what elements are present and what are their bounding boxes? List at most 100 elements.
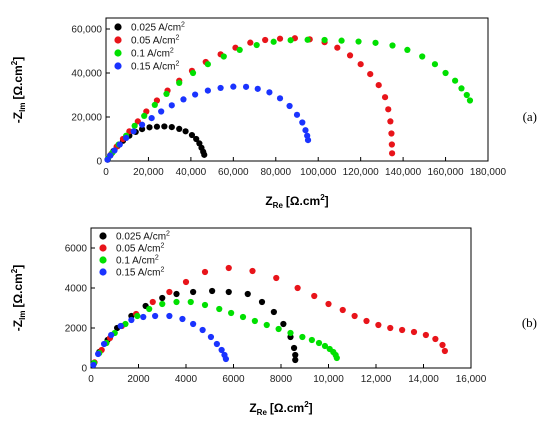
data-point bbox=[458, 85, 465, 92]
data-point bbox=[108, 331, 115, 339]
data-point bbox=[338, 37, 345, 44]
data-point bbox=[161, 123, 168, 130]
x-tick-label: 16,000 bbox=[456, 374, 487, 385]
data-point bbox=[148, 115, 155, 122]
x-tick-label: 8000 bbox=[270, 374, 293, 385]
data-point bbox=[280, 320, 287, 328]
x-tick-label: 10,000 bbox=[313, 374, 344, 385]
y-tick-label: 60,000 bbox=[71, 25, 102, 36]
data-point bbox=[192, 91, 199, 98]
data-point bbox=[204, 87, 211, 94]
data-point bbox=[180, 96, 187, 103]
data-point bbox=[220, 53, 227, 60]
data-point bbox=[163, 90, 170, 97]
data-point bbox=[153, 123, 161, 130]
data-point bbox=[158, 108, 165, 115]
data-point bbox=[388, 141, 395, 148]
data-point bbox=[399, 326, 406, 334]
data-point bbox=[187, 298, 194, 306]
data-point bbox=[166, 312, 173, 320]
data-point bbox=[339, 306, 346, 314]
data-point bbox=[367, 71, 374, 78]
legend-label: 0.15 A/cm2 bbox=[116, 267, 164, 279]
data-points-b bbox=[90, 264, 448, 369]
data-point bbox=[404, 46, 411, 54]
series-3 bbox=[104, 83, 312, 163]
data-point bbox=[287, 329, 294, 337]
data-point bbox=[131, 122, 138, 129]
data-point bbox=[466, 97, 474, 104]
data-point bbox=[247, 39, 254, 46]
data-point bbox=[123, 134, 130, 141]
data-point bbox=[116, 141, 123, 148]
data-point bbox=[372, 39, 379, 46]
data-point bbox=[311, 292, 318, 300]
y-tick-label: 4000 bbox=[65, 284, 88, 295]
data-point bbox=[130, 128, 137, 135]
x-axis-label-a: ZRe [Ω.cm2] bbox=[265, 193, 328, 210]
data-point bbox=[225, 288, 232, 296]
data-point bbox=[182, 128, 189, 135]
legend-label: 0.025 A/cm2 bbox=[131, 22, 185, 34]
data-point bbox=[262, 36, 269, 44]
data-point bbox=[228, 309, 235, 317]
data-point bbox=[213, 340, 220, 348]
data-point bbox=[199, 326, 206, 334]
data-point bbox=[149, 298, 156, 306]
data-point bbox=[141, 112, 148, 119]
y-axis-ticks-a: 0 20,000 40,000 60,000 bbox=[71, 25, 110, 168]
data-point bbox=[209, 287, 216, 295]
data-point bbox=[207, 333, 215, 341]
series-3 bbox=[90, 312, 229, 369]
data-point bbox=[302, 127, 309, 134]
data-point bbox=[452, 77, 459, 84]
x-tick-label: 120,000 bbox=[343, 167, 380, 178]
series-2 bbox=[90, 298, 340, 367]
x-tick-label: 20,000 bbox=[133, 167, 164, 178]
data-point bbox=[287, 37, 294, 44]
data-point bbox=[334, 44, 341, 51]
data-point bbox=[122, 320, 129, 328]
x-axis-label-b: ZRe [Ω.cm2] bbox=[249, 400, 312, 417]
x-tick-label: 14,000 bbox=[408, 374, 439, 385]
data-point bbox=[222, 355, 229, 363]
data-point bbox=[173, 298, 180, 306]
data-point bbox=[275, 325, 282, 333]
panel-label-a: (a) bbox=[523, 109, 537, 124]
data-point bbox=[216, 305, 223, 313]
data-point bbox=[266, 89, 273, 96]
data-point bbox=[253, 41, 260, 49]
data-point bbox=[387, 118, 394, 125]
data-point bbox=[190, 320, 197, 328]
data-point bbox=[225, 264, 232, 272]
x-tick-label: 12,000 bbox=[361, 374, 392, 385]
data-point bbox=[357, 61, 364, 68]
data-point bbox=[463, 91, 470, 99]
data-point bbox=[146, 124, 153, 131]
data-point bbox=[188, 131, 196, 139]
chart-panel-a: 0 20,000 40,000 60,000 0 20,000 40,000 60,000 8… bbox=[10, 17, 537, 210]
plot-area-a bbox=[105, 17, 489, 162]
chart-panel-b: 0 2000 4000 6000 0 2000 4000 6000 8000 10,000 12,… bbox=[10, 227, 537, 417]
data-point bbox=[217, 84, 224, 92]
data-point bbox=[422, 331, 429, 339]
data-point bbox=[355, 38, 362, 45]
x-axis-ticks-a: 0 20,000 40,000 60,000 80,000 100,000 120,000 1… bbox=[103, 157, 507, 178]
data-point bbox=[363, 317, 370, 325]
data-point bbox=[263, 321, 270, 329]
data-point bbox=[230, 83, 237, 90]
data-point bbox=[236, 46, 243, 54]
y-tick-label: 20,000 bbox=[71, 113, 102, 124]
legend-marker bbox=[114, 36, 122, 44]
legend-marker bbox=[99, 256, 107, 264]
data-point bbox=[152, 312, 159, 320]
data-point bbox=[201, 151, 208, 158]
data-point bbox=[441, 347, 448, 355]
data-point bbox=[299, 333, 306, 341]
data-point bbox=[270, 308, 277, 316]
data-point bbox=[293, 111, 301, 118]
data-point bbox=[351, 312, 358, 320]
x-tick-label: 60,000 bbox=[218, 167, 249, 178]
data-point bbox=[385, 106, 392, 113]
